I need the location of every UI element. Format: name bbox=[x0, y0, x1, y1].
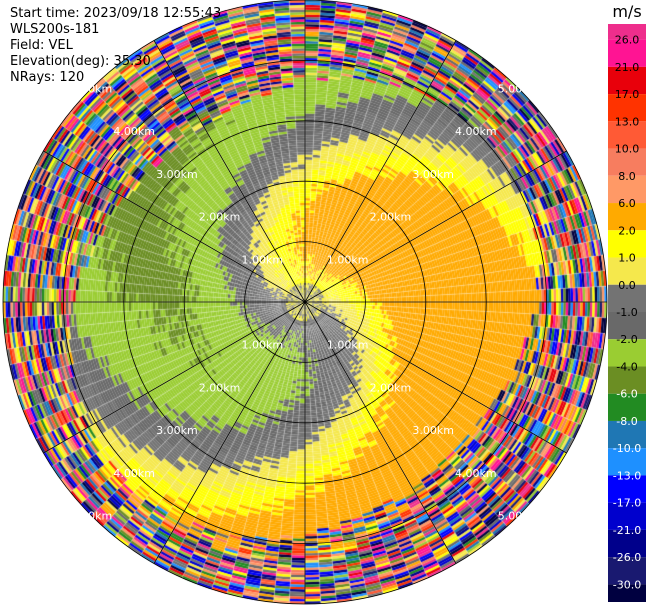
colorbar-tick-label: 10.0 bbox=[615, 143, 640, 156]
range-ring-label: 3.00km bbox=[412, 168, 454, 181]
colorbar-tick-label: -2.0 bbox=[616, 333, 637, 346]
colorbar-tick-label: 17.0 bbox=[615, 88, 640, 101]
azimuth-spoke bbox=[153, 301, 306, 564]
azimuth-spoke bbox=[304, 40, 457, 303]
colorbar-swatch bbox=[608, 66, 646, 95]
colorbar-tick-label: 8.0 bbox=[618, 170, 636, 183]
colorbar-tick-label: 1.0 bbox=[618, 252, 636, 265]
elevation-label: Elevation(deg): 35.30 bbox=[10, 54, 151, 69]
colorbar-swatch bbox=[608, 393, 646, 421]
range-ring-label: 2.00km bbox=[199, 381, 241, 394]
range-ring-label: 4.00km bbox=[455, 125, 497, 138]
colorbar-swatch bbox=[608, 24, 646, 40]
colorbar-unit-label: m/s bbox=[612, 2, 641, 21]
azimuth-spoke bbox=[153, 40, 306, 303]
range-ring-label: 3.00km bbox=[412, 424, 454, 437]
range-ring-label: 4.00km bbox=[113, 125, 155, 138]
range-ring-label: 4.00km bbox=[113, 467, 155, 480]
colorbar-swatch bbox=[608, 203, 646, 231]
colorbar-swatch bbox=[608, 148, 646, 176]
start-time-label: Start time: 2023/09/18 12:55:43 bbox=[10, 6, 222, 21]
colorbar-tick-label: -4.0 bbox=[616, 360, 637, 373]
range-ring-label: 2.00km bbox=[370, 211, 412, 224]
colorbar-tick-label: -6.0 bbox=[616, 388, 637, 401]
colorbar-swatch bbox=[608, 339, 646, 367]
range-ring-label: 3.00km bbox=[156, 168, 198, 181]
colorbar-tick-label: 13.0 bbox=[615, 115, 640, 128]
colorbar-tick-label: 2.0 bbox=[618, 224, 636, 237]
range-ring-label: 5.00km bbox=[498, 82, 540, 95]
colorbar-tick-label: -30.0 bbox=[613, 578, 641, 591]
range-ring-label: 2.00km bbox=[370, 381, 412, 394]
colorbar-swatch bbox=[608, 584, 646, 602]
colorbar-tick-label: -17.0 bbox=[613, 497, 641, 510]
colorbar-swatch bbox=[608, 448, 646, 476]
colorbar-tick-label: 21.0 bbox=[615, 61, 640, 74]
range-ring-label: 1.00km bbox=[242, 339, 284, 352]
range-ring-label: 3.00km bbox=[156, 424, 198, 437]
colorbar-swatch bbox=[608, 39, 646, 67]
nrays-label: NRays: 120 bbox=[10, 70, 85, 85]
range-ring-label: 1.00km bbox=[242, 253, 284, 266]
colorbar-swatch bbox=[608, 420, 646, 449]
range-ring-label: 1.00km bbox=[327, 339, 369, 352]
colorbar-tick-label: 26.0 bbox=[615, 34, 640, 47]
azimuth-spoke bbox=[43, 150, 306, 303]
colorbar-swatch bbox=[608, 366, 646, 394]
colorbar-swatch bbox=[608, 257, 646, 285]
azimuth-spoke bbox=[304, 150, 567, 303]
range-ring-label: 5.00km bbox=[71, 510, 113, 523]
field-label: Field: VEL bbox=[10, 38, 73, 53]
azimuth-spoke bbox=[43, 301, 306, 454]
colorbar-tick-label: 0.0 bbox=[618, 279, 636, 292]
range-ring-label: 5.00km bbox=[498, 510, 540, 523]
colorbar-tick-label: -13.0 bbox=[613, 469, 641, 482]
colorbar-swatch bbox=[608, 121, 646, 149]
instrument-label: WLS200s-181 bbox=[10, 22, 100, 37]
colorbar-tick-label: -8.0 bbox=[616, 415, 637, 428]
colorbar-swatch bbox=[608, 94, 646, 122]
range-ring-label: 1.00km bbox=[327, 253, 369, 266]
colorbar-swatch bbox=[608, 175, 646, 204]
range-ring-label: 5.00km bbox=[71, 82, 113, 95]
range-ring-label: 4.00km bbox=[455, 467, 497, 480]
azimuth-spoke bbox=[304, 301, 457, 564]
colorbar-swatch bbox=[608, 312, 646, 340]
colorbar-swatch bbox=[608, 502, 646, 530]
colorbar-swatch bbox=[608, 230, 646, 258]
azimuth-spoke bbox=[304, 301, 567, 454]
colorbar-tick-label: -21.0 bbox=[613, 524, 641, 537]
colorbar-tick-label: -10.0 bbox=[613, 442, 641, 455]
colorbar-swatch bbox=[608, 529, 646, 558]
colorbar-tick-label: -1.0 bbox=[616, 306, 637, 319]
colorbar-swatch bbox=[608, 284, 646, 312]
colorbar-tick-label: -26.0 bbox=[613, 551, 641, 564]
colorbar-tick-label: 6.0 bbox=[618, 197, 636, 210]
range-ring-label: 2.00km bbox=[199, 211, 241, 224]
colorbar-swatch bbox=[608, 557, 646, 585]
colorbar-swatch bbox=[608, 475, 646, 503]
